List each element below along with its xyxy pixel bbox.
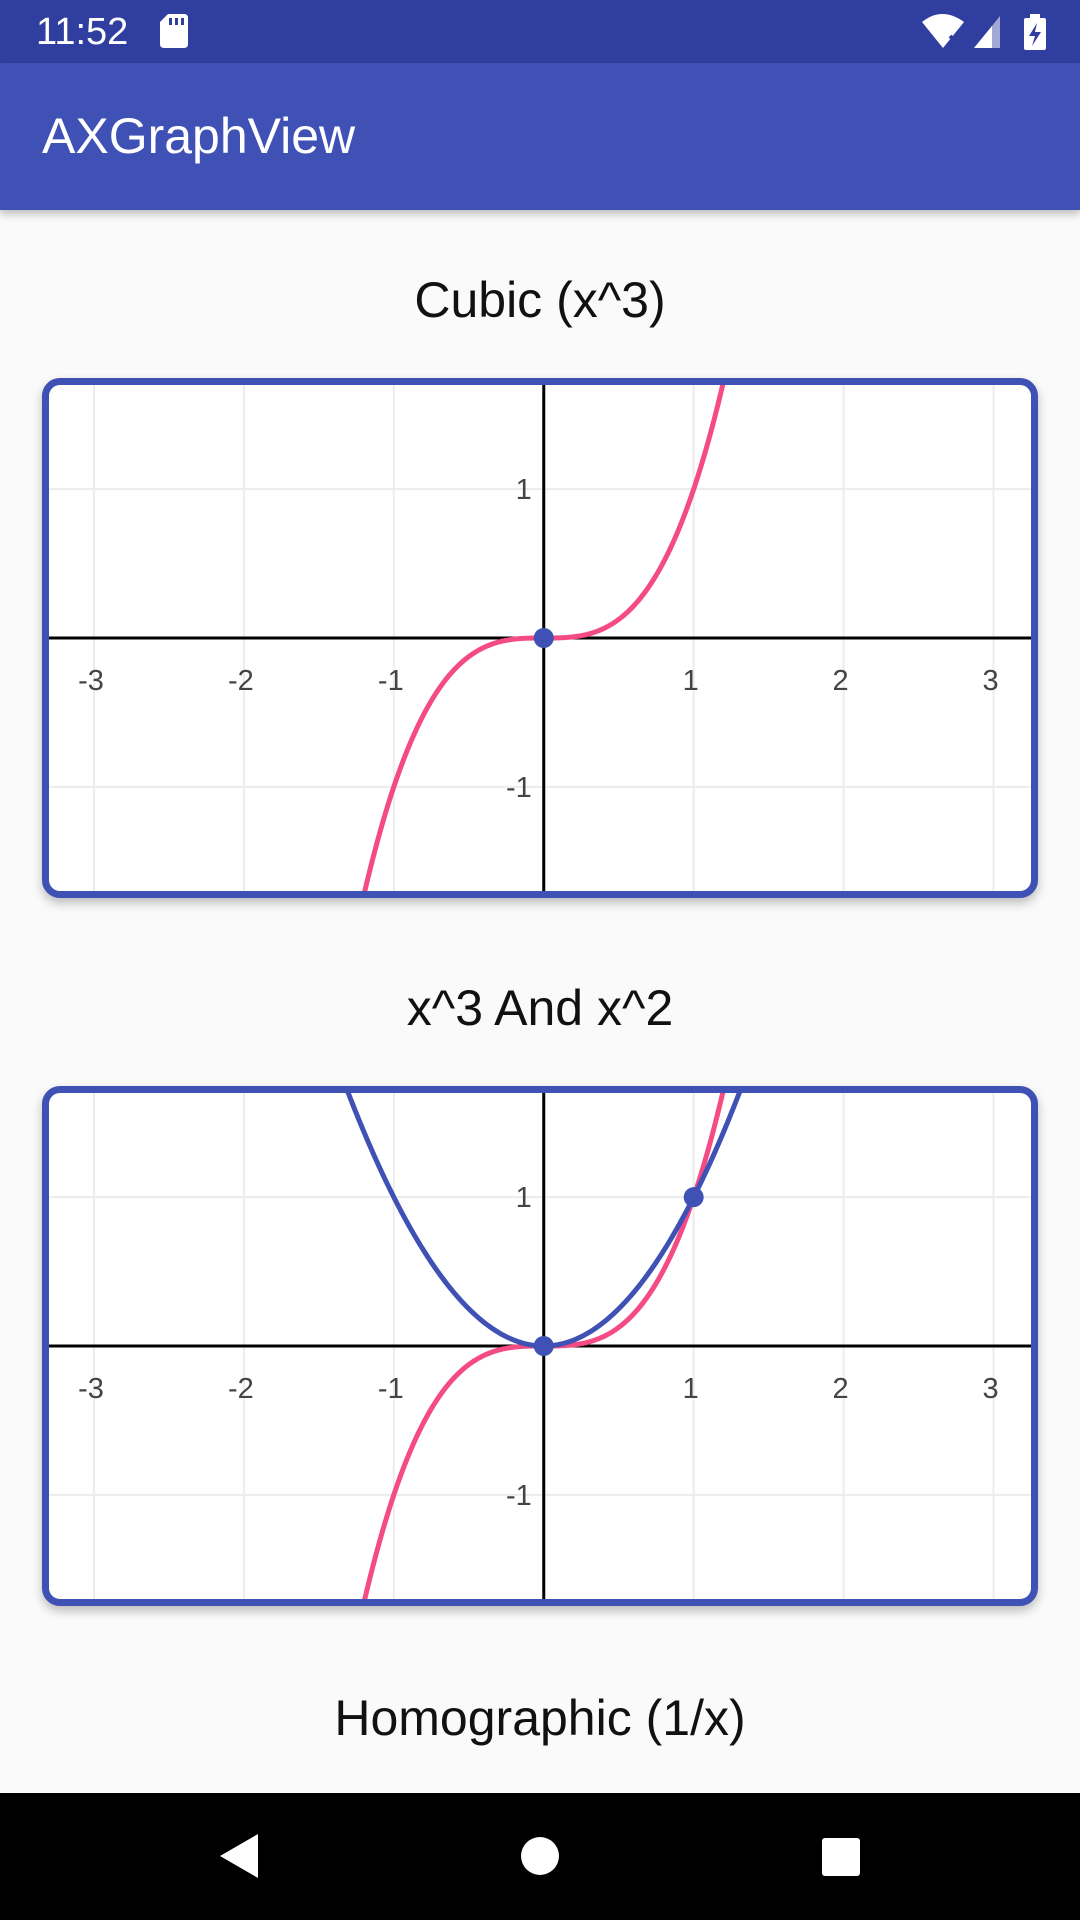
graph-canvas-cubic: -3 -2 -1 1 2 3 1 -1 — [49, 385, 1031, 891]
battery-charging-icon — [1024, 14, 1046, 50]
navigation-bar — [0, 1793, 1080, 1920]
y-tick-label: 1 — [516, 474, 532, 506]
x-tick-label: -1 — [378, 665, 404, 697]
status-time: 11:52 — [36, 11, 129, 53]
home-icon — [521, 1837, 559, 1875]
x-tick-label: -1 — [378, 1373, 404, 1405]
x-tick-label: 2 — [833, 1373, 849, 1405]
x-tick-label: 2 — [833, 665, 849, 697]
data-point — [533, 1336, 554, 1356]
y-tick-label: 1 — [516, 1182, 532, 1214]
back-button[interactable] — [160, 1793, 320, 1920]
x-tick-label: -2 — [228, 1373, 254, 1405]
x-tick-label: -3 — [78, 1373, 104, 1405]
recents-icon — [822, 1838, 860, 1876]
x-tick-label: 1 — [683, 1373, 699, 1405]
status-bar: 11:52 — [0, 0, 1080, 63]
graph-title-cubic-and-square: x^3 And x^2 — [406, 980, 674, 1036]
x-tick-label: 1 — [683, 665, 699, 697]
app-bar: AXGraphView — [0, 63, 1080, 210]
graph-list[interactable]: Cubic (x^3) -3 -2 -1 1 2 3 1 -1 x^3 And x^2 -3-… — [0, 210, 1080, 1793]
graph-view-cubic-and-square[interactable]: -3 -2 -1 1 2 3 1 -1 — [42, 1086, 1038, 1606]
home-button[interactable] — [460, 1793, 620, 1920]
graph-title-homographic: Homographic (1/x) — [334, 1690, 746, 1746]
recents-button[interactable] — [760, 1793, 920, 1920]
y-tick-label: -1 — [506, 772, 532, 804]
graph-canvas-cubic-and-square: -3 -2 -1 1 2 3 1 -1 — [49, 1093, 1031, 1599]
data-point — [683, 1187, 704, 1208]
y-tick-label: -1 — [506, 1480, 532, 1512]
back-icon — [220, 1834, 258, 1878]
x-tick-label: -3 — [78, 665, 104, 697]
x-tick-label: 3 — [982, 1373, 998, 1405]
sd-card-icon — [160, 14, 188, 53]
wifi-icon — [922, 14, 964, 48]
signal-icon — [974, 16, 1000, 48]
app-title: AXGraphView — [42, 108, 356, 164]
status-icons — [920, 12, 1050, 57]
graph-title-cubic: Cubic (x^3) — [414, 272, 666, 328]
data-point — [533, 628, 554, 648]
x-tick-label: 3 — [982, 665, 998, 697]
graph-view-cubic[interactable]: -3 -2 -1 1 2 3 1 -1 — [42, 378, 1038, 898]
x-tick-label: -2 — [228, 665, 254, 697]
